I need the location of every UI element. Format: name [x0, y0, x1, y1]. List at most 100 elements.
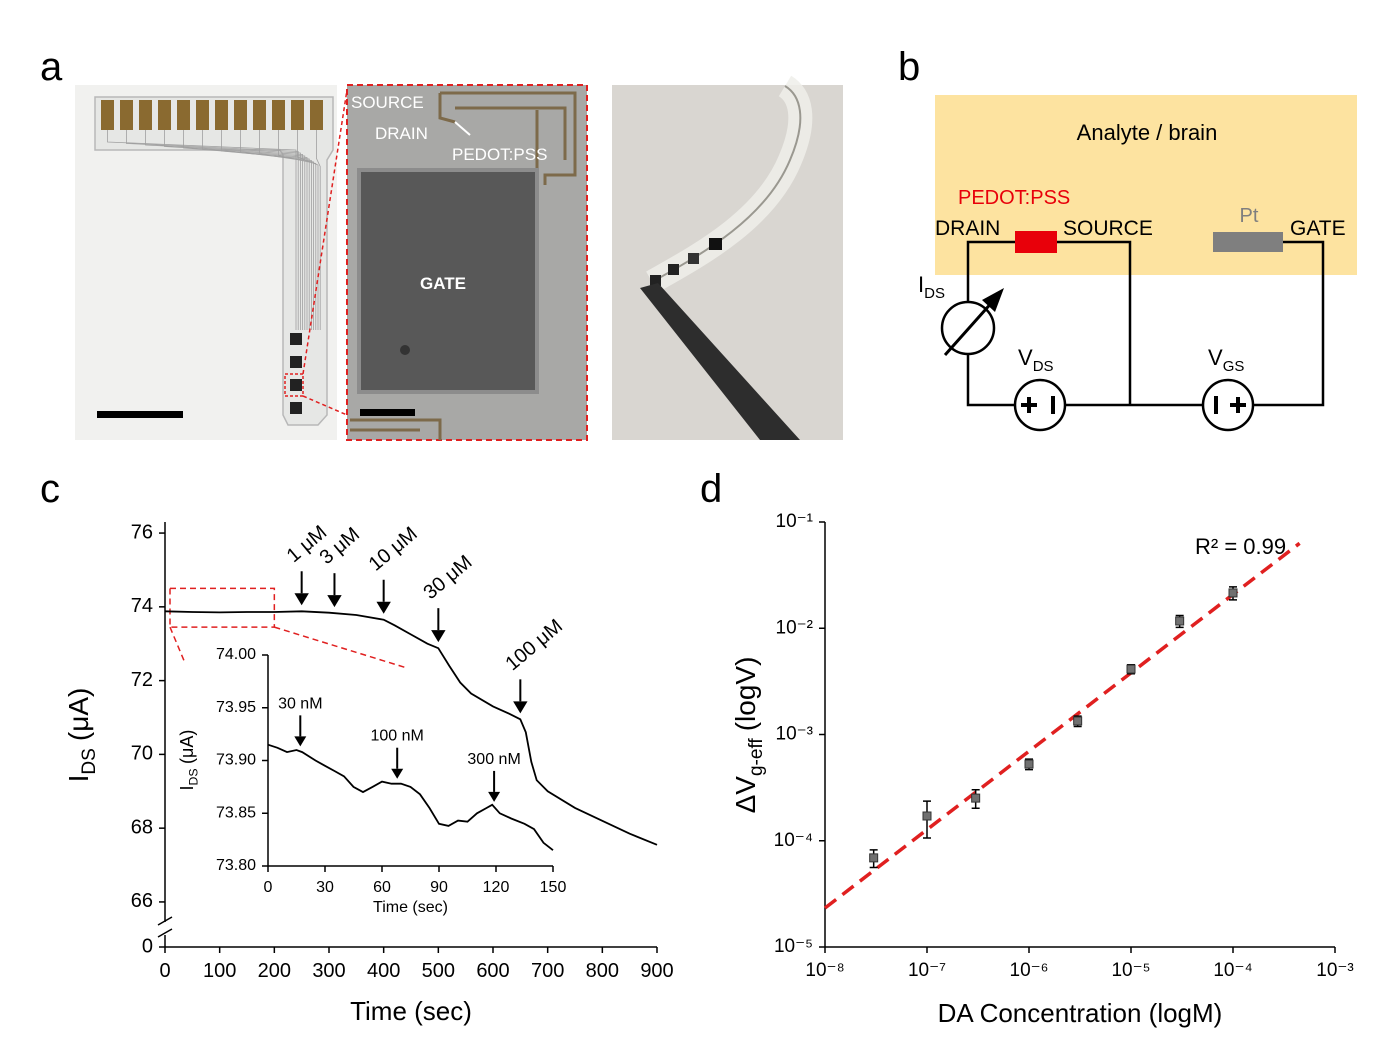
zoom-connector — [169, 626, 186, 664]
polarity — [1021, 396, 1055, 414]
label-sub: DS — [924, 285, 945, 302]
annotation: 30 nM — [278, 695, 322, 712]
trace — [259, 130, 314, 330]
analyte-region — [935, 95, 1357, 275]
annotation-arrowhead — [376, 601, 391, 614]
wire — [1057, 240, 1132, 405]
label-main: I — [918, 272, 924, 297]
annotation-arrowhead — [391, 768, 404, 779]
trace — [438, 91, 577, 185]
x-axis-title: DA Concentration (logM) — [938, 998, 1223, 1028]
x-tick-label: 60 — [373, 879, 391, 896]
y-tick-label: 76 — [131, 521, 153, 543]
data-line — [267, 743, 554, 851]
label-main: V — [1018, 345, 1033, 370]
arrowhead — [982, 288, 1004, 312]
x-tick-label: 120 — [483, 879, 510, 896]
y-tick-label: 10⁻² — [776, 617, 814, 638]
tweezers — [640, 283, 800, 440]
x-axis-title: Time (sec) — [350, 996, 472, 1026]
annotation: R² = 0.99 — [1195, 534, 1286, 559]
fit-line — [823, 541, 1301, 910]
x-tick-label: 10⁻⁴ — [1213, 960, 1252, 981]
axis-title-main: ΔV — [730, 776, 761, 814]
pad — [196, 100, 209, 130]
panel-label: c — [40, 467, 60, 511]
gate-electrode — [357, 168, 539, 394]
axis-title-unit: (logV) — [730, 657, 761, 732]
x-tick-label: 200 — [258, 960, 291, 982]
electrode — [290, 356, 302, 368]
x-tick-label: 150 — [540, 879, 567, 896]
y-tick-label: 73.95 — [216, 699, 256, 716]
label: PEDOT:PSS — [958, 187, 1070, 209]
zoom-box — [169, 587, 276, 628]
data-point — [1228, 588, 1238, 598]
label: VDS — [1018, 345, 1054, 375]
trace — [107, 130, 297, 330]
annotation-arrowhead — [431, 630, 446, 643]
axis-title-sub: g-eff — [746, 738, 767, 776]
label: PEDOT:PSS — [452, 145, 547, 164]
data-line — [164, 610, 658, 846]
y-tick-label: 70 — [131, 743, 153, 765]
annotation: 10 μM — [365, 523, 422, 576]
pointer — [454, 121, 471, 136]
axis-title-unit: (μA) — [63, 688, 94, 741]
x-tick-label: 100 — [203, 960, 236, 982]
trace — [164, 130, 303, 330]
x-axis-title: Time (sec) — [373, 899, 448, 916]
axis-title-main: I — [177, 785, 197, 790]
y-tick-label: 73.80 — [216, 857, 256, 874]
y-tick-label: 10⁻¹ — [776, 511, 814, 532]
annotation: 30 μM — [419, 551, 476, 604]
wire — [966, 240, 1325, 407]
x-tick-label: 10⁻³ — [1316, 960, 1354, 981]
pad — [253, 100, 266, 130]
data-point — [971, 793, 981, 803]
y-tick-label: 72 — [131, 669, 153, 691]
x-tick-label: 600 — [476, 960, 509, 982]
y-tick-label: 73.85 — [216, 804, 256, 821]
circuit — [966, 240, 1325, 407]
pad — [101, 100, 114, 130]
y-tick-label: 10⁻³ — [776, 724, 814, 745]
data-point — [922, 811, 932, 821]
annotation-arrowhead — [513, 701, 528, 714]
annotation: 100 nM — [371, 728, 424, 745]
axis-title-sub: DS — [187, 768, 201, 785]
scale-bar — [360, 409, 415, 416]
y-tick-label: 10⁻⁴ — [774, 830, 813, 851]
label: VGS — [1208, 345, 1244, 375]
axis-title-main: I — [63, 775, 94, 783]
zoom-connector — [302, 89, 348, 375]
axis-break — [157, 916, 173, 938]
trace — [350, 418, 442, 440]
trace — [297, 130, 319, 330]
y-tick-label: 73.90 — [216, 752, 256, 769]
electrode — [290, 333, 302, 345]
data-point — [1126, 664, 1136, 674]
zoom-connector — [302, 395, 348, 416]
trace — [278, 130, 317, 330]
label: Analyte / brain — [1077, 120, 1218, 145]
label-sub: GS — [1223, 358, 1245, 375]
gate-electrode — [1213, 232, 1283, 252]
trace — [316, 130, 321, 330]
pad — [310, 100, 323, 130]
x-tick-label: 700 — [531, 960, 564, 982]
x-tick-label: 10⁻⁶ — [1010, 960, 1049, 981]
electrode — [668, 264, 679, 275]
data-point — [1175, 616, 1185, 626]
trace — [183, 130, 306, 330]
label-sub: DS — [1033, 358, 1054, 375]
x-tick-label: 10⁻⁵ — [1111, 960, 1150, 981]
voltage-source — [1201, 378, 1255, 432]
y-tick-label: 74.00 — [216, 646, 256, 663]
axis-title-unit: (μA) — [177, 730, 197, 764]
y-tick-label: 74 — [131, 595, 153, 617]
x-tick-label: 500 — [422, 960, 455, 982]
data-point — [1073, 716, 1083, 726]
electrode — [688, 253, 699, 264]
